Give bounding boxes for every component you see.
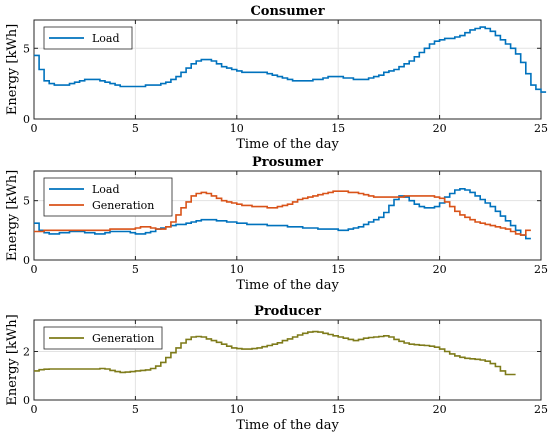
x-tick-label: 20 [433,122,447,135]
x-tick-label: 0 [31,403,38,416]
y-tick-label: 0 [23,113,30,126]
x-tick-label: 5 [132,122,139,135]
plot-border [33,19,542,120]
legend-entry: Load [92,183,120,196]
series-line-generation [34,330,516,376]
legend: Load Generation [43,177,173,217]
y-tick-label: 0 [23,394,30,407]
x-tick-label: 25 [534,403,548,416]
chart-title: Consumer [250,4,324,19]
legend-entry: Generation [92,332,154,345]
y-tick-label: 0 [23,254,30,267]
y-axis-label: Energy [kWh] [5,170,20,261]
chart-title: Prosumer [252,155,323,170]
x-tick-label: 15 [331,403,345,416]
y-tick-label: 2 [23,346,30,359]
series-line-generation [34,190,531,236]
y-tick-label: 5 [23,42,30,55]
legend: Generation [43,326,163,350]
x-tick-label: 20 [433,263,447,276]
x-axis-label: Time of the day [236,137,339,152]
chart-title: Producer [254,304,321,319]
legend-box [43,26,133,50]
legend-box [43,326,163,350]
plot-border [33,319,542,401]
x-tick-label: 5 [132,403,139,416]
x-tick-label: 10 [230,263,244,276]
x-axis-label: Time of the day [236,418,339,433]
x-tick-label: 15 [331,263,345,276]
legend-entry: Generation [92,199,154,212]
x-axis-label: Time of the day [236,278,339,293]
chart-panel-1: 0 5 10 15 20 25 0 5 Consumer Time of the day Energ… [5,4,548,152]
x-tick-label: 20 [433,403,447,416]
series-line-load [34,26,547,93]
x-tick-label: 15 [331,122,345,135]
x-tick-label: 0 [31,122,38,135]
y-tick-label: 5 [23,195,30,208]
x-tick-label: 10 [230,122,244,135]
legend-box [43,177,173,217]
x-tick-label: 10 [230,403,244,416]
x-tick-label: 5 [132,263,139,276]
x-tick-label: 0 [31,263,38,276]
legend: Load [43,26,133,50]
series-line-load [34,188,531,240]
legend-entry: Load [92,32,120,45]
plot-border [33,170,542,261]
chart-panel-2: 0 5 10 15 20 25 0 5 Prosumer Time of the day Energ… [5,155,548,293]
y-axis-label: Energy [kWh] [5,314,20,405]
chart-panel-3: 0 5 10 15 20 25 0 2 Producer Time of the day Energ… [5,304,548,433]
y-axis-label: Energy [kWh] [5,24,20,115]
x-tick-label: 25 [534,263,548,276]
x-tick-label: 25 [534,122,548,135]
